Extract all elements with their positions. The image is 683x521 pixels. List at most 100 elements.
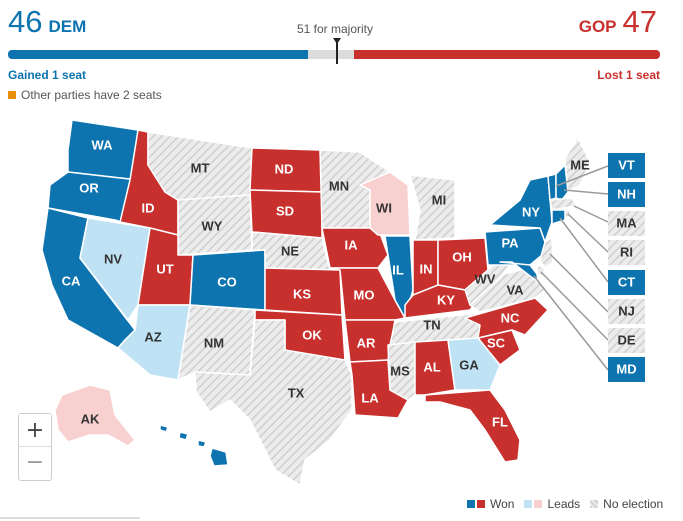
state-label-ga: GA — [459, 357, 479, 372]
state-label-la: LA — [361, 390, 379, 405]
callout-label-ct: CT — [618, 274, 635, 289]
state-label-ny: NY — [522, 204, 540, 219]
other-parties-note: Other parties have 2 seats — [8, 88, 162, 102]
state-label-me: ME — [570, 157, 590, 172]
state-label-az: AZ — [144, 329, 161, 344]
callout-label-ri: RI — [620, 244, 633, 259]
bottom-divider — [0, 517, 140, 519]
state-label-ar: AR — [357, 335, 376, 350]
callout-label-de: DE — [617, 332, 635, 347]
state-label-wy: WY — [202, 218, 223, 233]
dem-seat-change: Gained 1 seat — [8, 68, 87, 82]
state-label-ok: OK — [302, 327, 322, 342]
state-label-wa: WA — [92, 137, 114, 152]
state-label-id: ID — [142, 200, 155, 215]
callout-box-ma[interactable] — [608, 211, 645, 236]
majority-line — [336, 40, 338, 64]
state-label-mn: MN — [329, 178, 349, 193]
callout-label-nj: NJ — [618, 303, 635, 318]
callout-lines — [533, 165, 609, 371]
state-label-wi: WI — [376, 200, 392, 215]
callout-boxes — [608, 153, 645, 382]
callout-box-ct[interactable] — [608, 270, 645, 295]
state-label-ms: MS — [390, 363, 410, 378]
state-fl[interactable] — [424, 389, 521, 463]
state-label-mi: MI — [432, 192, 446, 207]
zoom-in-button[interactable]: + — [19, 414, 51, 446]
state-label-hi: HI — [181, 453, 194, 468]
state-pa[interactable] — [484, 227, 549, 266]
state-label-wv: WV — [475, 271, 496, 286]
gop-seats-number: 47 — [622, 4, 657, 39]
state-al[interactable] — [414, 339, 456, 396]
callout-box-md[interactable] — [608, 357, 645, 382]
callout-box-de[interactable] — [608, 328, 645, 353]
callout-label-nh: NH — [617, 186, 636, 201]
state-nh[interactable] — [555, 164, 569, 201]
state-label-or: OR — [79, 180, 99, 195]
state-label-sc: SC — [487, 335, 506, 350]
state-label-ca: CA — [62, 273, 81, 288]
state-tx[interactable] — [194, 319, 353, 486]
map-legend: Won Leads No election — [467, 497, 663, 511]
state-label-ak: AK — [81, 411, 100, 426]
state-label-al: AL — [423, 359, 440, 374]
state-label-va: VA — [506, 282, 524, 297]
state-label-nm: NM — [204, 335, 224, 350]
state-mi[interactable] — [409, 174, 456, 241]
other-parties-swatch — [8, 91, 16, 99]
state-label-mo: MO — [354, 287, 375, 302]
gop-seat-bar — [354, 50, 660, 59]
state-label-fl: FL — [492, 414, 508, 429]
state-mo[interactable] — [329, 267, 406, 321]
state-label-il: IL — [392, 262, 404, 277]
callout-box-ri[interactable] — [608, 240, 645, 265]
state-label-in: IN — [420, 261, 433, 276]
state-label-ia: IA — [345, 237, 359, 252]
state-ia[interactable] — [321, 227, 389, 269]
state-label-nv: NV — [104, 251, 122, 266]
callout-box-vt[interactable] — [608, 153, 645, 178]
gop-party-label: GOP — [578, 17, 617, 36]
state-label-ut: UT — [156, 261, 173, 276]
other-parties-text: Other parties have 2 seats — [21, 88, 162, 102]
state-ma[interactable] — [549, 197, 577, 211]
state-label-pa: PA — [501, 235, 519, 250]
state-vt[interactable] — [547, 173, 557, 201]
state-label-co: CO — [217, 274, 237, 289]
legend-no-election-swatch — [590, 500, 599, 508]
seat-bar-track — [8, 50, 660, 59]
state-label-ky: KY — [437, 292, 455, 307]
dem-seat-count: 46 DEM — [8, 4, 86, 40]
state-ak[interactable] — [54, 384, 136, 447]
legend-no-election-label: No election — [603, 497, 664, 511]
zoom-out-button[interactable]: − — [19, 446, 51, 478]
state-nc[interactable] — [464, 297, 549, 339]
state-label-oh: OH — [452, 249, 472, 264]
state-label-ne: NE — [281, 243, 299, 258]
state-hi[interactable] — [159, 424, 229, 467]
dem-seat-bar — [8, 50, 308, 59]
legend-dem-leads-swatch — [524, 500, 533, 508]
state-wi[interactable] — [359, 171, 411, 236]
state-ms[interactable] — [387, 341, 416, 401]
majority-label: 51 for majority — [296, 22, 374, 36]
gop-seat-change: Lost 1 seat — [597, 68, 660, 82]
legend-won-label: Won — [490, 497, 515, 511]
state-label-sd: SD — [276, 203, 294, 218]
dem-seats-number: 46 — [8, 4, 43, 39]
legend-gop-won-swatch — [477, 500, 485, 508]
legend-leads-label: Leads — [547, 497, 581, 511]
state-label-tn: TN — [423, 317, 440, 332]
state-nj[interactable] — [539, 237, 554, 269]
legend-dem-won-swatch — [467, 500, 475, 508]
legend-gop-leads-swatch — [534, 500, 543, 508]
state-label-nd: ND — [275, 161, 294, 176]
callout-box-nh[interactable] — [608, 182, 645, 207]
callout-box-nj[interactable] — [608, 299, 645, 324]
state-ga[interactable] — [447, 337, 501, 391]
dem-party-label: DEM — [48, 17, 87, 36]
zoom-controls: + − — [18, 413, 52, 481]
callout-label-md: MD — [616, 361, 636, 376]
